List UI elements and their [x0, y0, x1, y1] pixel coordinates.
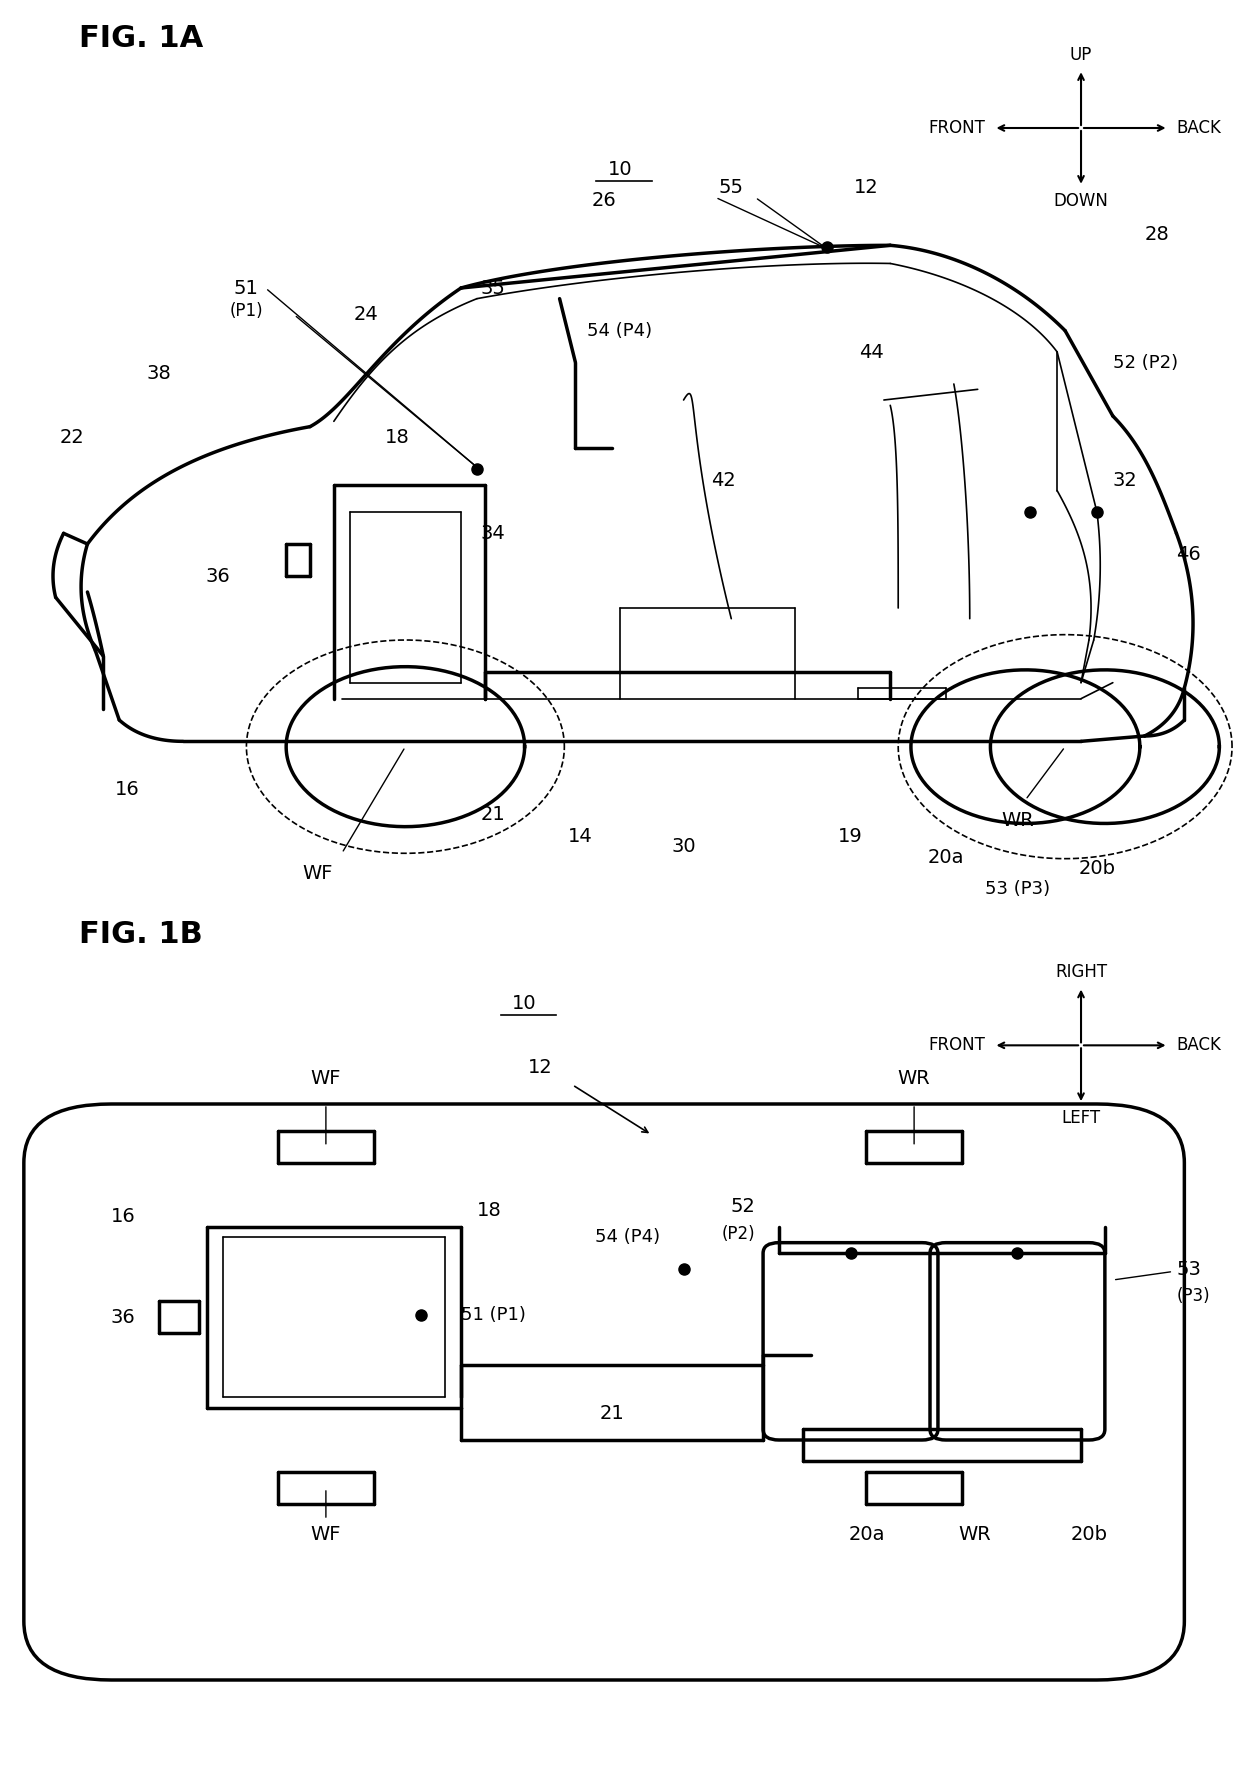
- Text: (P1): (P1): [229, 303, 263, 321]
- Text: 21: 21: [600, 1403, 625, 1423]
- Text: WF: WF: [303, 864, 334, 883]
- Text: 52 (P2): 52 (P2): [1112, 353, 1178, 371]
- Text: 16: 16: [110, 1206, 135, 1226]
- Text: DOWN: DOWN: [1054, 192, 1109, 210]
- Text: 53 (P3): 53 (P3): [985, 880, 1050, 898]
- Text: WF: WF: [311, 1070, 341, 1088]
- Text: 36: 36: [206, 566, 231, 586]
- Text: (P2): (P2): [722, 1224, 755, 1242]
- Text: LEFT: LEFT: [1061, 1109, 1101, 1127]
- Text: 35: 35: [480, 278, 505, 297]
- Text: 46: 46: [1177, 545, 1202, 564]
- Text: WR: WR: [898, 1070, 930, 1088]
- Text: 44: 44: [859, 342, 884, 362]
- Text: 22: 22: [60, 428, 84, 446]
- Text: 12: 12: [854, 179, 879, 197]
- Text: 14: 14: [568, 826, 593, 846]
- Text: 51: 51: [234, 278, 259, 297]
- Text: (P3): (P3): [1177, 1287, 1210, 1305]
- Text: FRONT: FRONT: [929, 118, 986, 136]
- Text: 24: 24: [353, 305, 378, 324]
- Text: 54 (P4): 54 (P4): [595, 1228, 660, 1245]
- Text: 21: 21: [480, 805, 505, 824]
- Text: 38: 38: [146, 364, 171, 383]
- Text: 20a: 20a: [928, 848, 965, 867]
- Text: BACK: BACK: [1177, 118, 1221, 136]
- Text: 32: 32: [1112, 471, 1137, 489]
- Text: 10: 10: [512, 995, 537, 1012]
- Text: BACK: BACK: [1177, 1036, 1221, 1054]
- Text: 42: 42: [711, 471, 735, 489]
- Text: 19: 19: [838, 826, 863, 846]
- Text: 54 (P4): 54 (P4): [588, 323, 652, 340]
- Text: 53: 53: [1177, 1260, 1202, 1279]
- Text: WR: WR: [959, 1525, 991, 1545]
- Text: 55: 55: [719, 179, 744, 197]
- Text: 36: 36: [110, 1308, 135, 1326]
- Text: WR: WR: [1001, 810, 1034, 830]
- Text: 20a: 20a: [848, 1525, 884, 1545]
- Text: 26: 26: [591, 192, 616, 210]
- Text: 30: 30: [671, 837, 696, 857]
- Text: 12: 12: [528, 1059, 553, 1077]
- Text: 28: 28: [1145, 226, 1169, 244]
- Text: 18: 18: [386, 428, 409, 446]
- Text: 34: 34: [480, 523, 505, 543]
- Text: 16: 16: [115, 780, 140, 799]
- Text: 51 (P1): 51 (P1): [461, 1306, 526, 1324]
- Text: 20b: 20b: [1079, 858, 1116, 878]
- Text: FRONT: FRONT: [929, 1036, 986, 1054]
- Text: 18: 18: [477, 1201, 502, 1220]
- Text: 10: 10: [608, 159, 632, 179]
- Text: 20b: 20b: [1070, 1525, 1107, 1545]
- Text: FIG. 1B: FIG. 1B: [79, 921, 203, 950]
- Text: UP: UP: [1070, 47, 1092, 65]
- Text: WF: WF: [311, 1525, 341, 1545]
- Text: FIG. 1A: FIG. 1A: [79, 25, 203, 54]
- Text: RIGHT: RIGHT: [1055, 964, 1107, 982]
- Text: 52: 52: [730, 1197, 755, 1217]
